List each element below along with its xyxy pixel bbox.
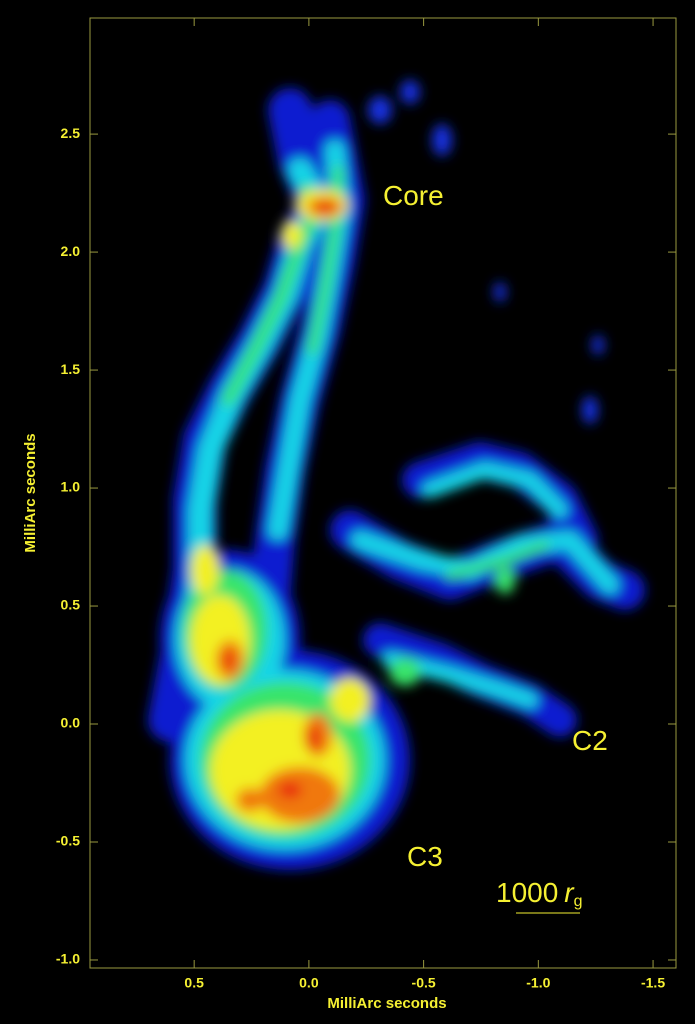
annotation: C3 [407,841,443,872]
annotation: Core [383,180,444,211]
y-tick-label: -0.5 [56,833,80,849]
y-tick-label: 1.5 [61,361,81,377]
y-tick-label: 1.0 [61,479,81,495]
y-tick-label: 2.0 [61,243,81,259]
scale-label: 1000 rg [496,877,583,910]
annotation: C2 [572,725,608,756]
y-tick-label: 0.0 [61,715,81,731]
plot-frame [89,17,677,969]
x-tick-label: -1.0 [526,975,550,991]
scale-number: 1000 [496,877,558,908]
scale-symbol: r [564,877,575,908]
x-tick-label: -1.5 [641,975,665,991]
y-axis-title: MilliArc seconds [22,433,39,552]
x-axis-title: MilliArc seconds [327,995,446,1012]
x-tick-label: -0.5 [412,975,436,991]
x-tick-label: 0.5 [184,975,204,991]
y-tick-label: 2.5 [61,125,81,141]
y-tick-label: -1.0 [56,951,80,967]
intensity-map [148,80,645,870]
x-tick-label: 0.0 [299,975,319,991]
scale-subscript: g [574,893,583,910]
y-tick-label: 0.5 [61,597,81,613]
